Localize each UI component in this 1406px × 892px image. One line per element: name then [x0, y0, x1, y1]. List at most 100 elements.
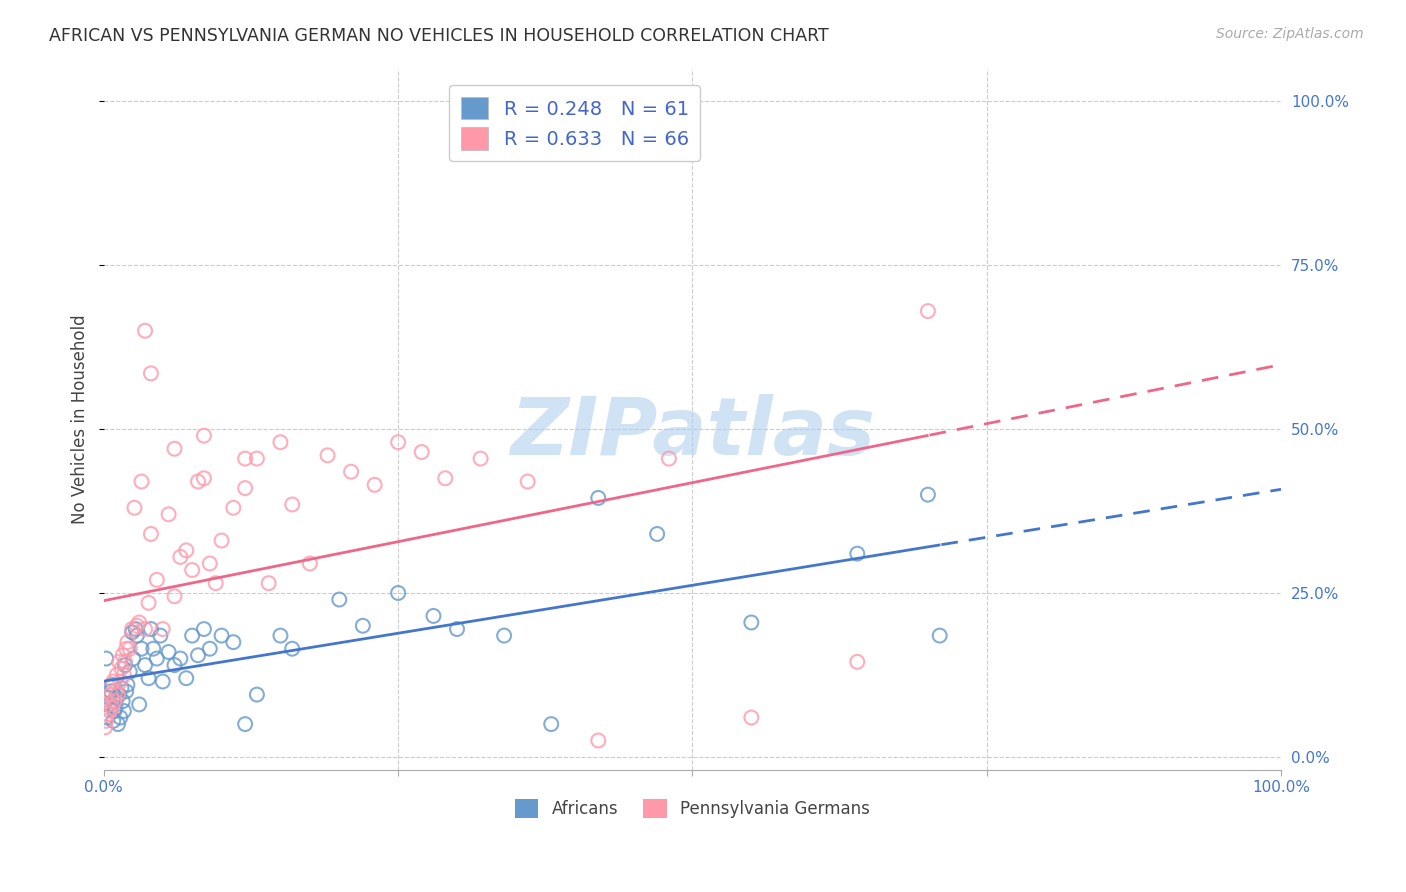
Point — [211, 533, 233, 548]
Point — [114, 655, 136, 669]
Point — [103, 694, 125, 708]
Point — [193, 471, 215, 485]
Point — [125, 619, 148, 633]
Point — [174, 671, 197, 685]
Point — [352, 619, 374, 633]
Point — [222, 635, 245, 649]
Text: ZIPatlas: ZIPatlas — [510, 394, 875, 472]
Point — [181, 563, 204, 577]
Point — [658, 451, 681, 466]
Point — [494, 629, 516, 643]
Point — [112, 668, 135, 682]
Point — [103, 714, 125, 728]
Point — [139, 622, 162, 636]
Point — [138, 671, 160, 685]
Point — [121, 625, 143, 640]
Point — [198, 557, 221, 571]
Point — [138, 596, 160, 610]
Point — [257, 576, 280, 591]
Point — [269, 629, 291, 643]
Point — [146, 573, 169, 587]
Point — [110, 710, 132, 724]
Point — [139, 527, 162, 541]
Point — [131, 475, 153, 489]
Point — [101, 678, 124, 692]
Point — [387, 586, 409, 600]
Point — [108, 688, 131, 702]
Point — [846, 547, 869, 561]
Point — [233, 717, 256, 731]
Point — [169, 651, 191, 665]
Point — [111, 648, 134, 663]
Point — [169, 549, 191, 564]
Point — [117, 635, 139, 649]
Point — [298, 557, 321, 571]
Point — [174, 543, 197, 558]
Point — [163, 658, 186, 673]
Point — [98, 704, 121, 718]
Point — [146, 651, 169, 665]
Point — [187, 475, 209, 489]
Point — [128, 615, 150, 630]
Point — [422, 609, 444, 624]
Point — [105, 690, 128, 705]
Point — [124, 622, 146, 636]
Point — [387, 435, 409, 450]
Point — [204, 576, 226, 591]
Point — [540, 717, 562, 731]
Point — [103, 674, 125, 689]
Legend: Africans, Pennsylvania Germans: Africans, Pennsylvania Germans — [509, 792, 876, 825]
Point — [122, 651, 145, 665]
Point — [131, 641, 153, 656]
Point — [112, 704, 135, 718]
Point — [411, 445, 433, 459]
Point — [134, 622, 156, 636]
Point — [149, 629, 172, 643]
Point — [118, 641, 141, 656]
Point — [917, 304, 939, 318]
Point — [281, 498, 304, 512]
Point — [97, 690, 120, 705]
Point — [104, 700, 127, 714]
Point — [246, 451, 269, 466]
Point — [142, 641, 165, 656]
Point — [121, 622, 143, 636]
Point — [470, 451, 492, 466]
Point — [134, 658, 156, 673]
Point — [446, 622, 468, 636]
Point — [157, 645, 180, 659]
Point — [105, 668, 128, 682]
Point — [163, 589, 186, 603]
Point — [107, 688, 129, 702]
Point — [281, 641, 304, 656]
Text: AFRICAN VS PENNSYLVANIA GERMAN NO VEHICLES IN HOUSEHOLD CORRELATION CHART: AFRICAN VS PENNSYLVANIA GERMAN NO VEHICL… — [49, 27, 830, 45]
Point — [103, 704, 125, 718]
Point — [269, 435, 291, 450]
Point — [118, 665, 141, 679]
Point — [588, 733, 610, 747]
Point — [917, 488, 939, 502]
Point — [111, 694, 134, 708]
Point — [115, 641, 138, 656]
Point — [211, 629, 233, 643]
Point — [163, 442, 186, 456]
Point — [117, 678, 139, 692]
Point — [98, 698, 121, 712]
Point — [434, 471, 457, 485]
Y-axis label: No Vehicles in Household: No Vehicles in Household — [72, 315, 89, 524]
Point — [101, 700, 124, 714]
Point — [134, 324, 156, 338]
Point — [181, 629, 204, 643]
Point — [107, 717, 129, 731]
Point — [124, 500, 146, 515]
Point — [115, 684, 138, 698]
Point — [645, 527, 668, 541]
Point — [110, 661, 132, 675]
Point — [588, 491, 610, 505]
Point — [740, 615, 762, 630]
Point — [246, 688, 269, 702]
Point — [157, 508, 180, 522]
Point — [516, 475, 538, 489]
Point — [198, 641, 221, 656]
Point — [96, 707, 118, 722]
